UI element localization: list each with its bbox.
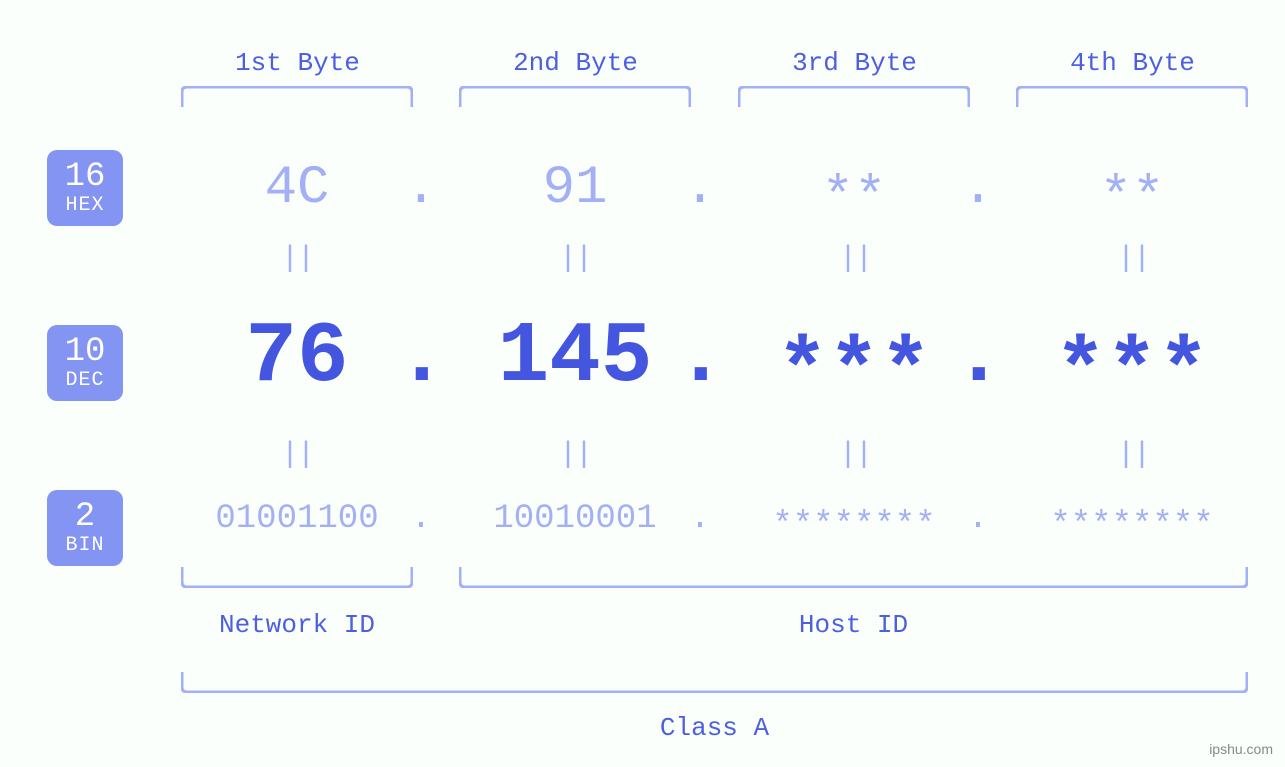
bin-dot-2: . [685,500,715,538]
equals-2-3: || [835,438,875,472]
equals-1-3: || [835,242,875,276]
host-id-label: Host ID [459,610,1248,640]
equals-2-1: || [277,438,317,472]
byte-header-2: 2nd Byte [493,48,658,78]
bin-byte-4: ******** [1008,507,1256,545]
byte-header-4: 4th Byte [1050,48,1215,78]
dec-dot-2: . [675,308,725,406]
hex-dot-1: . [401,158,441,219]
top-bracket-4 [1016,86,1248,108]
network-id-bracket [181,566,413,588]
hex-byte-4: ** [1008,168,1256,229]
equals-2-4: || [1113,438,1153,472]
hex-byte-2: 91 [451,158,699,219]
equals-1-4: || [1113,242,1153,276]
hex-dot-3: . [958,158,998,219]
bin-dot-3: . [963,500,993,538]
class-bracket [181,671,1248,693]
watermark: ipshu.com [1209,741,1273,757]
bin-byte-1: 01001100 [173,500,421,538]
dec-dot-1: . [396,308,446,406]
ip-address-diagram: 1st Byte 2nd Byte 3rd Byte 4th Byte 16 H… [0,0,1285,767]
hex-byte-3: ** [730,168,978,229]
host-id-bracket [459,566,1248,588]
top-bracket-1 [181,86,413,108]
bin-badge: 2 BIN [47,490,123,566]
top-bracket-3 [738,86,970,108]
equals-1-2: || [555,242,595,276]
class-label: Class A [181,713,1248,743]
dec-badge-lbl: DEC [65,370,104,391]
equals-2-2: || [555,438,595,472]
bin-badge-lbl: BIN [65,535,104,556]
byte-header-1: 1st Byte [215,48,380,78]
dec-byte-3: *** [730,324,978,422]
dec-dot-3: . [953,308,1003,406]
dec-byte-4: *** [1008,324,1256,422]
byte-header-3: 3rd Byte [772,48,937,78]
dec-badge-num: 10 [65,335,106,371]
bin-dot-1: . [406,500,436,538]
equals-1-1: || [277,242,317,276]
dec-byte-2: 145 [451,308,699,406]
hex-badge: 16 HEX [47,150,123,226]
dec-byte-1: 76 [173,308,421,406]
hex-badge-lbl: HEX [65,195,104,216]
hex-badge-num: 16 [65,160,106,196]
dec-badge: 10 DEC [47,325,123,401]
top-bracket-2 [459,86,691,108]
bin-byte-3: ******** [730,507,978,545]
hex-byte-1: 4C [173,158,421,219]
bin-badge-num: 2 [75,500,95,536]
hex-dot-2: . [680,158,720,219]
bin-byte-2: 10010001 [451,500,699,538]
network-id-label: Network ID [181,610,413,640]
